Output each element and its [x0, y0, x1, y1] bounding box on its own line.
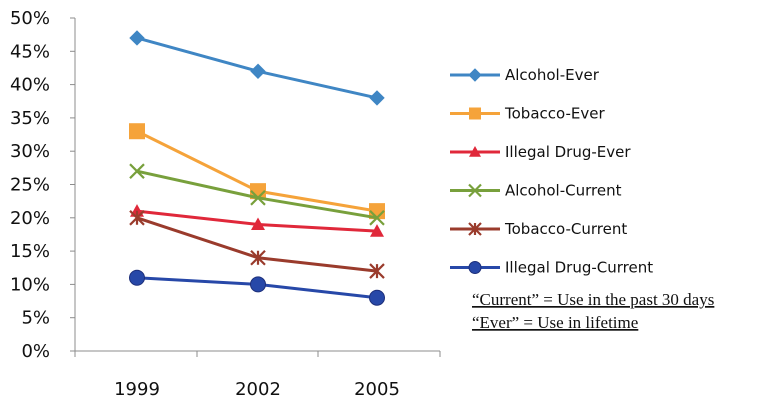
series-illegal-drug-current: [129, 269, 385, 306]
legend-marker: [469, 146, 481, 157]
data-point: [250, 276, 266, 293]
data-point: [369, 90, 385, 106]
data-point: [370, 224, 384, 237]
data-point: [251, 217, 265, 231]
annotation-notes: “Current” = Use in the past 30 days “Eve…: [472, 290, 714, 332]
x-tick-labels: 1999 2002 2005: [114, 379, 400, 400]
series-alcohol-ever: [129, 30, 385, 106]
y-tick-label: 15%: [10, 241, 50, 262]
x-tick-label: 2002: [235, 379, 281, 400]
legend-item: Alcohol-Ever: [450, 66, 600, 84]
data-point: [129, 123, 145, 140]
legend-marker: [469, 107, 481, 120]
y-tick-label: 35%: [10, 108, 50, 129]
y-tick-labels: 0% 5% 10% 15% 20% 25% 30% 35% 40% 45% 50%: [10, 8, 50, 362]
data-point: [129, 30, 145, 46]
series-alcohol-current: [129, 163, 385, 226]
series-tobacco-ever: [129, 123, 385, 220]
legend-label: Illegal Drug-Ever: [505, 143, 631, 161]
legend-marker: [468, 222, 482, 236]
legend-item: Tobacco-Current: [450, 220, 627, 238]
data-point: [250, 63, 266, 79]
y-tick-label: 5%: [21, 308, 50, 329]
legend-label: Alcohol-Ever: [505, 66, 600, 84]
y-tick-label: 45%: [10, 41, 50, 62]
legend-item: Illegal Drug-Ever: [450, 143, 631, 161]
legend-label: Tobacco-Current: [504, 220, 627, 238]
legend: Alcohol-Ever Tobacco-Ever Illegal Drug-Eve…: [450, 66, 653, 277]
legend-item: Tobacco-Ever: [450, 105, 605, 123]
y-tick-label: 10%: [10, 274, 50, 295]
note-ever: “Ever” = Use in lifetime: [472, 313, 638, 332]
legend-label: Tobacco-Ever: [504, 105, 605, 123]
legend-marker: [468, 183, 482, 198]
series-layer: [129, 30, 385, 306]
legend-label: Illegal Drug-Current: [505, 259, 653, 277]
legend-label: Alcohol-Current: [505, 182, 622, 200]
legend-item: Illegal Drug-Current: [450, 259, 653, 277]
data-point: [369, 263, 385, 279]
y-tick-label: 30%: [10, 141, 50, 162]
legend-marker: [468, 261, 482, 274]
series-illegal-drug-ever: [130, 204, 384, 237]
y-tick-label: 25%: [10, 175, 50, 196]
y-tick-label: 0%: [21, 341, 50, 362]
x-tick-label: 1999: [114, 379, 160, 400]
y-tick-label: 50%: [10, 8, 50, 29]
axes: [70, 17, 441, 357]
data-point: [369, 289, 385, 306]
legend-marker: [468, 68, 482, 82]
data-point: [129, 163, 145, 179]
x-tick-label: 2005: [354, 379, 400, 400]
data-point: [250, 249, 266, 266]
data-point: [250, 190, 266, 206]
data-point: [369, 210, 385, 226]
y-tick-label: 20%: [10, 208, 50, 229]
legend-item: Alcohol-Current: [450, 182, 622, 200]
data-point: [129, 269, 145, 286]
note-current: “Current” = Use in the past 30 days: [472, 290, 714, 309]
data-point: [129, 210, 145, 226]
y-tick-label: 40%: [10, 75, 50, 96]
series-tobacco-current: [129, 210, 385, 279]
